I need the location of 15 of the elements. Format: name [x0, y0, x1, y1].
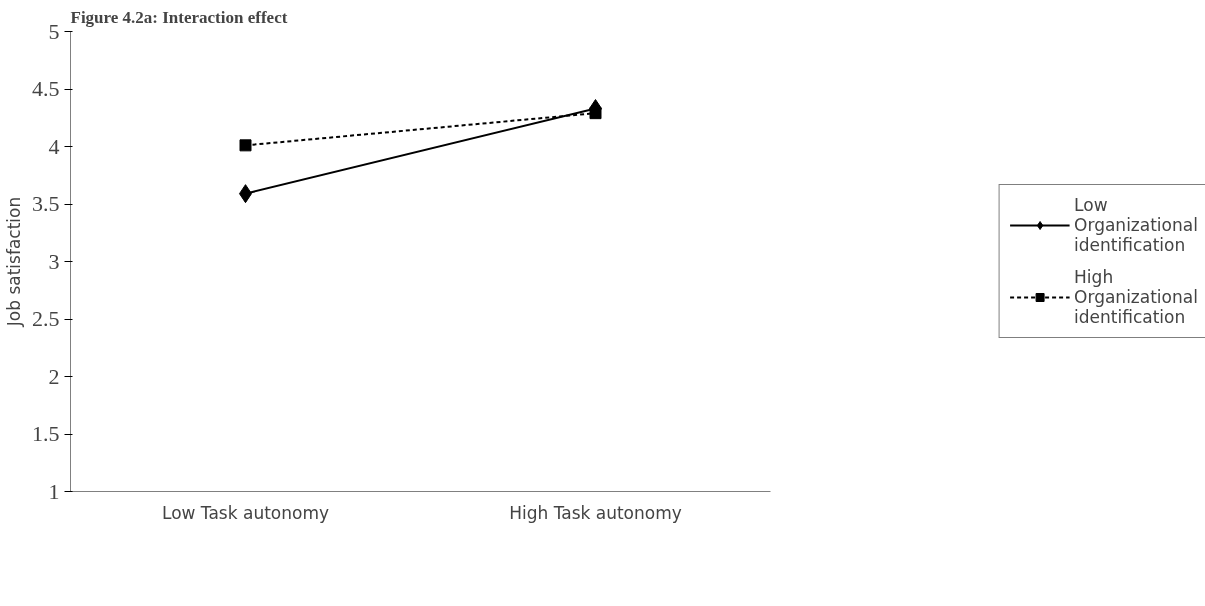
y-tick-label: 2.5 — [32, 306, 60, 331]
y-tick-label: 1.5 — [32, 421, 60, 446]
y-axis-title: Job satisfaction — [4, 196, 24, 328]
legend-label: Low Organizational identification — [1074, 195, 1198, 255]
y-tick-label: 4 — [48, 133, 60, 159]
chart-title: Figure 4.2a: Interaction effect — [70, 7, 288, 27]
x-tick-label: Low Task autonomy — [161, 502, 330, 523]
y-tick-label: 4.5 — [32, 76, 60, 101]
y-tick-label: 3 — [48, 248, 60, 274]
y-tick-label: 3.5 — [32, 191, 60, 216]
y-tick-label: 5 — [48, 18, 60, 44]
y-tick-label: 2 — [48, 363, 60, 389]
legend-label: High Organizational identification — [1074, 267, 1198, 327]
x-tick-label: High Task autonomy — [509, 502, 682, 523]
y-tick-label: 1 — [48, 478, 60, 504]
